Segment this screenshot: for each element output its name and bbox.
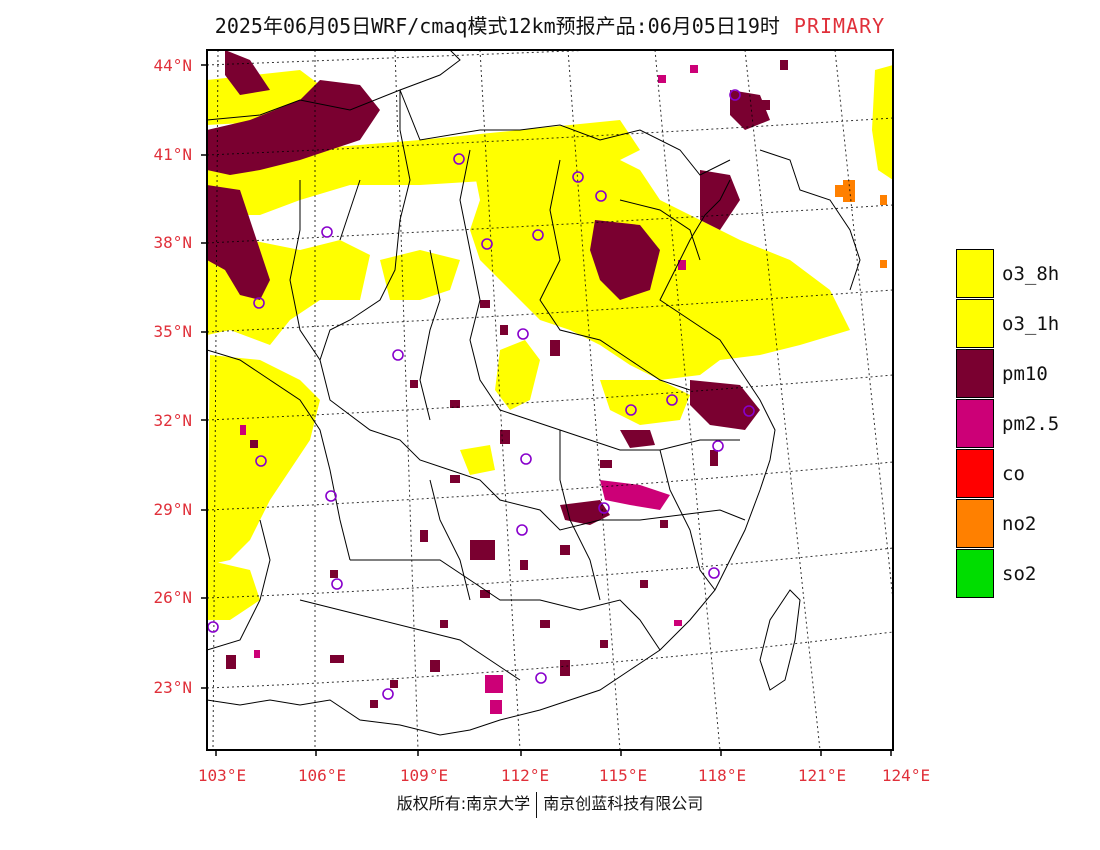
map-title: 2025年06月05日WRF/cmaq模式12km预报产品:06月05日19时 P… [0, 10, 1100, 39]
lat-label-41: 41°N [153, 145, 192, 164]
lon-label-124: 124°E [881, 766, 931, 785]
legend-swatch [956, 249, 994, 298]
lat-label-26: 26°N [153, 588, 192, 607]
footer-divider [536, 791, 538, 818]
title-primary-tag: PRIMARY [793, 14, 886, 38]
lon-label-121: 121°E [797, 766, 847, 785]
legend-label: o3_1h [1002, 313, 1060, 335]
lat-label-29: 29°N [153, 500, 192, 519]
no2-region [835, 180, 887, 268]
legend-swatch [956, 299, 994, 348]
legend-label: o3_8h [1002, 263, 1060, 285]
copyright-left: 版权所有:南京大学 [396, 794, 531, 813]
copyright-right: 南京创蓝科技有限公司 [543, 794, 704, 813]
copyright-footer: 版权所有:南京大学 南京创蓝科技有限公司 [0, 790, 1100, 818]
pm25-region [240, 65, 698, 714]
legend-swatch [956, 399, 994, 448]
legend-swatch [956, 349, 994, 398]
lon-label-103: 103°E [197, 766, 247, 785]
legend-label: pm10 [1002, 363, 1048, 385]
lat-label-38: 38°N [153, 233, 192, 252]
boundaries [207, 50, 861, 736]
legend-label: so2 [1002, 563, 1037, 585]
title-main: 2025年06月05日WRF/cmaq模式12km预报产品:06月05日19时 [214, 14, 780, 38]
lat-label-32: 32°N [153, 411, 192, 430]
pm10-region [207, 50, 770, 560]
lat-label-23: 23°N [153, 678, 192, 697]
graticule [207, 50, 893, 750]
stations [207, 89, 755, 700]
legend-label: no2 [1002, 513, 1037, 535]
lat-label-44: 44°N [153, 56, 192, 75]
lon-label-112: 112°E [500, 766, 550, 785]
map-frame [206, 49, 894, 751]
legend-swatch [956, 449, 994, 498]
legend-label: pm2.5 [1002, 413, 1060, 435]
pm10-scatter [226, 60, 788, 708]
lat-label-35: 35°N [153, 322, 192, 341]
legend-swatch [956, 549, 994, 598]
lon-label-118: 118°E [697, 766, 747, 785]
lon-label-106: 106°E [297, 766, 347, 785]
lon-label-115: 115°E [598, 766, 648, 785]
legend-swatch [956, 499, 994, 548]
legend-label: co [1002, 463, 1025, 485]
lon-label-109: 109°E [399, 766, 449, 785]
